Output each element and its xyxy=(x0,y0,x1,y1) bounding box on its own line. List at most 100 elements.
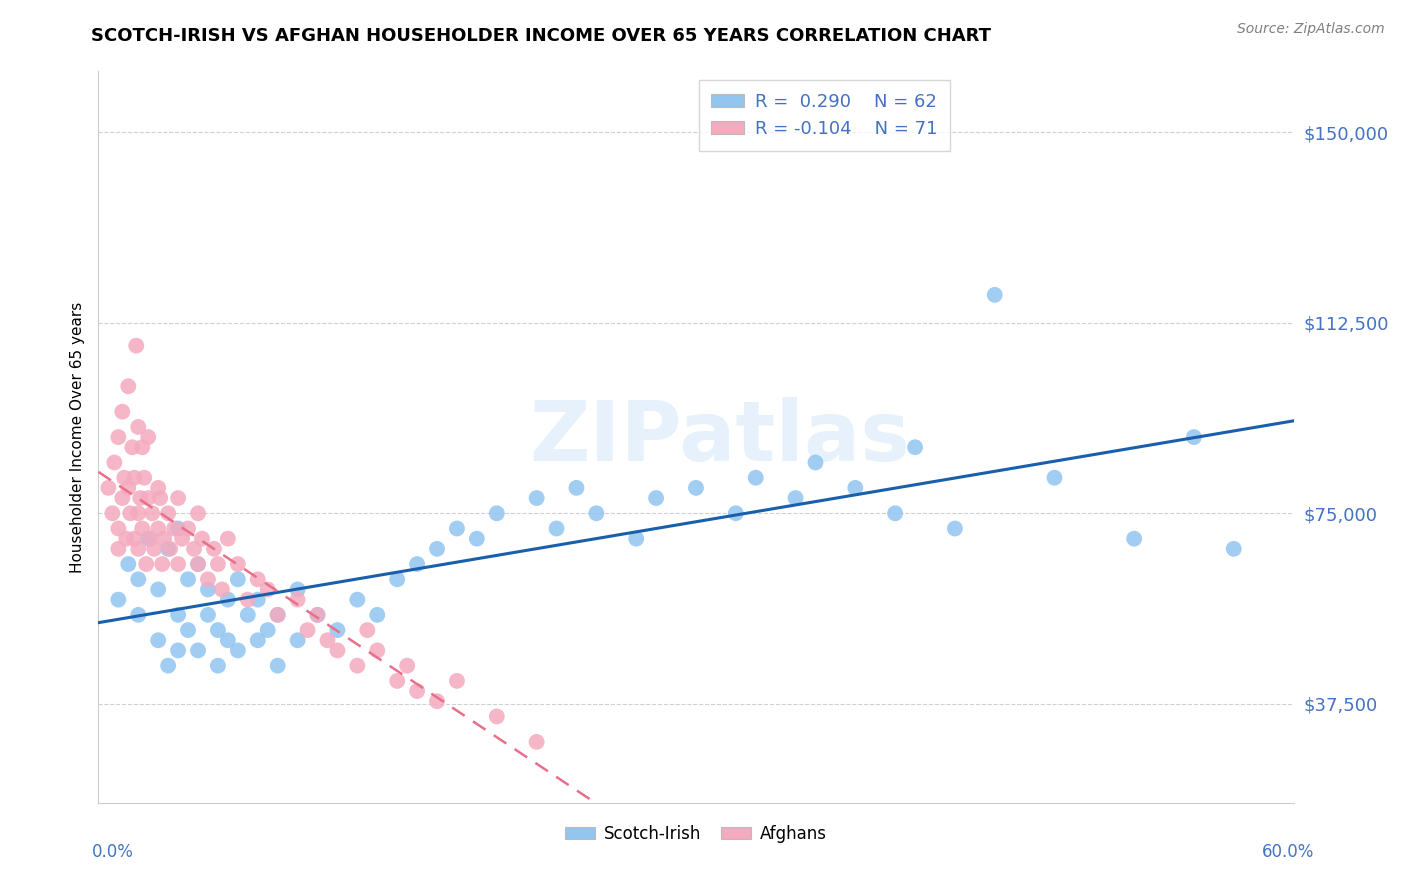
Text: 60.0%: 60.0% xyxy=(1263,843,1315,861)
Point xyxy=(187,643,209,657)
Point xyxy=(112,471,135,485)
Point xyxy=(148,633,170,648)
Point xyxy=(157,506,180,520)
Point xyxy=(546,521,568,535)
Point xyxy=(127,607,149,622)
Point xyxy=(149,491,172,505)
Point xyxy=(904,440,927,454)
Point xyxy=(326,623,349,637)
Point xyxy=(136,532,159,546)
Point xyxy=(226,572,249,586)
Point xyxy=(121,440,143,454)
Point xyxy=(167,491,190,505)
Point xyxy=(191,532,214,546)
Point xyxy=(107,592,129,607)
Point xyxy=(197,572,219,586)
Point xyxy=(148,481,170,495)
Point xyxy=(943,521,966,535)
Point xyxy=(236,592,259,607)
Point xyxy=(107,521,129,535)
Point xyxy=(139,532,162,546)
Point xyxy=(446,521,468,535)
Point xyxy=(626,532,648,546)
Point xyxy=(884,506,907,520)
Point xyxy=(1182,430,1205,444)
Point xyxy=(316,633,339,648)
Point xyxy=(117,557,139,571)
Point xyxy=(246,592,269,607)
Point xyxy=(724,506,747,520)
Point xyxy=(356,623,378,637)
Point xyxy=(187,506,209,520)
Point xyxy=(172,532,194,546)
Point xyxy=(127,541,149,556)
Point xyxy=(346,658,368,673)
Point xyxy=(127,572,149,586)
Point xyxy=(217,633,239,648)
Point xyxy=(1223,541,1246,556)
Point xyxy=(211,582,233,597)
Point xyxy=(785,491,807,505)
Point xyxy=(287,592,309,607)
Legend: Scotch-Irish, Afghans: Scotch-Irish, Afghans xyxy=(558,818,834,849)
Point xyxy=(1043,471,1066,485)
Point xyxy=(115,532,138,546)
Point xyxy=(565,481,588,495)
Point xyxy=(117,379,139,393)
Point xyxy=(157,658,180,673)
Point xyxy=(127,506,149,520)
Point xyxy=(1123,532,1146,546)
Point xyxy=(120,506,142,520)
Point xyxy=(97,481,120,495)
Point xyxy=(346,592,368,607)
Point xyxy=(111,491,134,505)
Point xyxy=(197,607,219,622)
Point xyxy=(307,607,329,622)
Point xyxy=(256,582,278,597)
Point xyxy=(844,481,866,495)
Text: Source: ZipAtlas.com: Source: ZipAtlas.com xyxy=(1237,22,1385,37)
Text: ZIPatlas: ZIPatlas xyxy=(530,397,910,477)
Point xyxy=(217,532,239,546)
Point xyxy=(187,557,209,571)
Point xyxy=(385,673,409,688)
Y-axis label: Householder Income Over 65 years: Householder Income Over 65 years xyxy=(69,301,84,573)
Point xyxy=(297,623,319,637)
Point xyxy=(287,633,309,648)
Point xyxy=(148,521,170,535)
Text: SCOTCH-IRISH VS AFGHAN HOUSEHOLDER INCOME OVER 65 YEARS CORRELATION CHART: SCOTCH-IRISH VS AFGHAN HOUSEHOLDER INCOM… xyxy=(91,27,991,45)
Point xyxy=(183,541,205,556)
Point xyxy=(585,506,607,520)
Point xyxy=(685,481,707,495)
Point xyxy=(287,582,309,597)
Point xyxy=(136,430,159,444)
Point xyxy=(124,532,146,546)
Point xyxy=(366,643,388,657)
Point xyxy=(134,471,156,485)
Point xyxy=(446,673,468,688)
Point xyxy=(177,572,200,586)
Point xyxy=(326,643,349,657)
Point xyxy=(167,607,190,622)
Point xyxy=(136,491,159,505)
Point xyxy=(426,694,449,708)
Point xyxy=(465,532,488,546)
Point xyxy=(125,338,148,352)
Point xyxy=(207,557,229,571)
Point xyxy=(526,491,548,505)
Point xyxy=(117,481,139,495)
Point xyxy=(202,541,225,556)
Point xyxy=(426,541,449,556)
Point xyxy=(167,557,190,571)
Point xyxy=(135,557,157,571)
Point xyxy=(267,607,290,622)
Point xyxy=(143,541,166,556)
Point xyxy=(141,506,163,520)
Point xyxy=(101,506,124,520)
Point xyxy=(226,557,249,571)
Point xyxy=(153,532,176,546)
Point xyxy=(197,582,219,597)
Point xyxy=(207,623,229,637)
Point xyxy=(177,521,200,535)
Point xyxy=(148,582,170,597)
